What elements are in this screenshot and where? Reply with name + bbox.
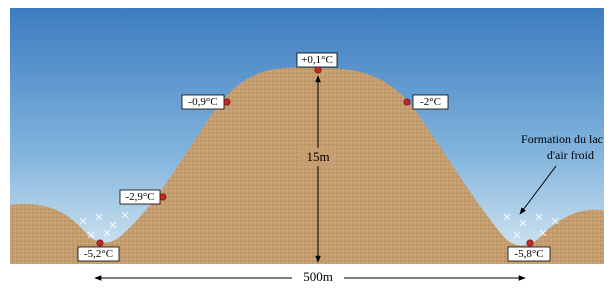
temperature-label: -2°C <box>420 96 441 108</box>
temperature-label: -5,2°C <box>84 248 113 260</box>
annotation-line: d'air froid <box>547 148 594 162</box>
temperature-label: +0,1°C <box>301 54 333 66</box>
probe <box>97 240 103 246</box>
probe <box>160 194 166 200</box>
annotation-line: Formation du lac <box>521 132 603 146</box>
height-label: 15m <box>306 149 329 164</box>
probe <box>315 67 321 73</box>
temperature-label: -0,9°C <box>188 96 217 108</box>
probe <box>527 240 533 246</box>
temperature-label: -2,9°C <box>125 191 154 203</box>
probe <box>224 99 230 105</box>
width-label: 500m <box>303 269 333 284</box>
diagram: 15m 500m +0,1°C -0,9°C -2°C -2,9°C -5,2°… <box>0 0 611 289</box>
temperature-label: -5,8°C <box>514 248 543 260</box>
probe <box>404 99 410 105</box>
